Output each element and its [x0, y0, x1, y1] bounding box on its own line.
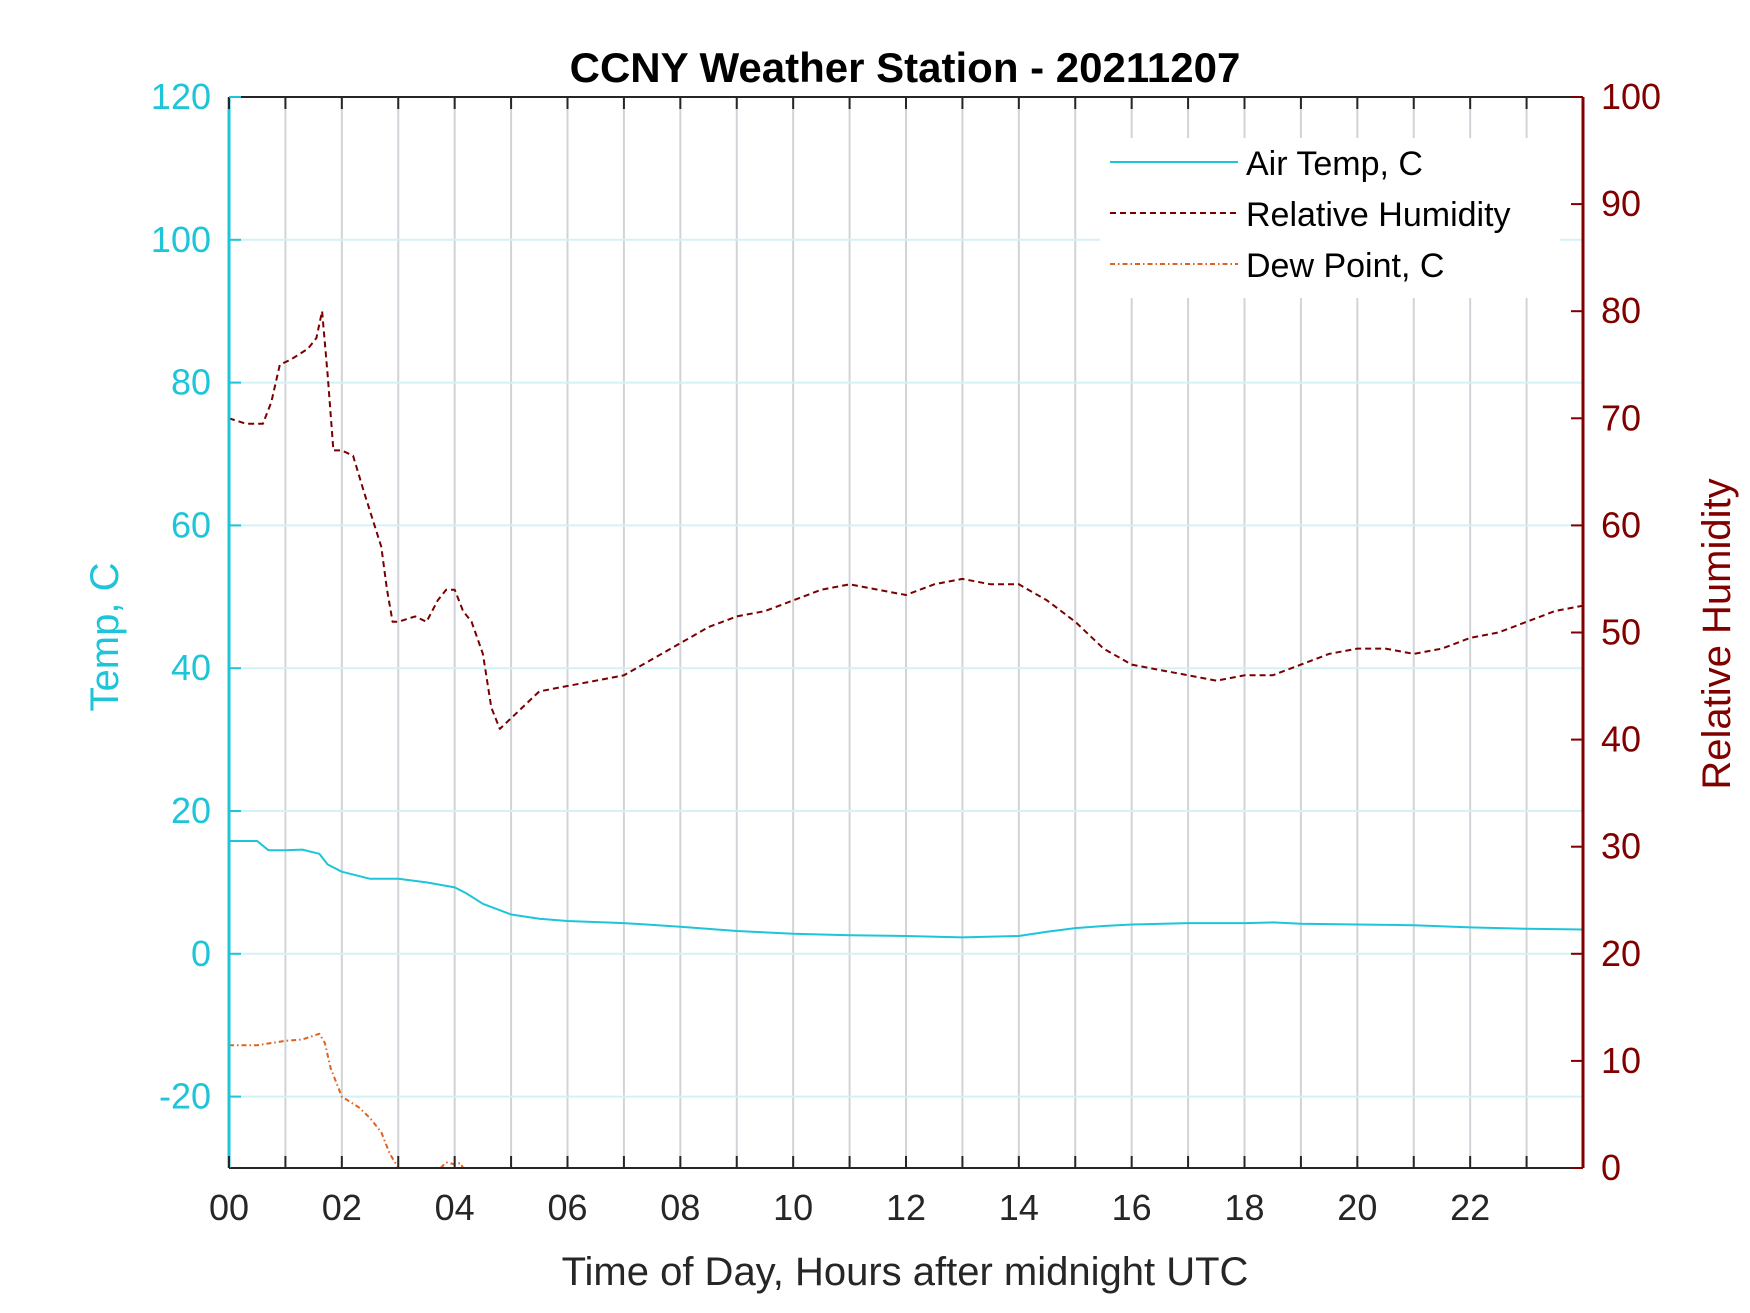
x-tick-label: 00	[209, 1187, 249, 1228]
right-y-tick-label: 30	[1601, 826, 1641, 867]
right-y-tick-label: 50	[1601, 612, 1641, 653]
right-y-tick-label: 80	[1601, 290, 1641, 331]
right-y-tick-label: 0	[1601, 1147, 1621, 1188]
left-y-tick-label: 60	[171, 504, 211, 545]
right-y-tick-label: 90	[1601, 183, 1641, 224]
left-y-tick-label: 120	[151, 76, 211, 117]
x-tick-label: 02	[322, 1187, 362, 1228]
series-line-air-temp	[229, 840, 1584, 939]
right-y-tick-label: 20	[1601, 933, 1641, 974]
x-tick-label: 16	[1112, 1187, 1152, 1228]
right-y-tick-label: 10	[1601, 1040, 1641, 1081]
axes: 00 02 04 06 08 10 12 14 16 18 20 22-200204060801001…	[151, 76, 1661, 1228]
left-y-tick-label: 20	[171, 790, 211, 831]
legend-box	[1100, 138, 1560, 298]
x-tick-label: 18	[1224, 1187, 1264, 1228]
left-y-tick-label: 0	[191, 933, 211, 974]
x-tick-label: 06	[547, 1187, 587, 1228]
right-y-tick-label: 100	[1601, 76, 1661, 117]
left-y-tick-label: 100	[151, 219, 211, 260]
left-y-tick-label: -20	[159, 1076, 211, 1117]
chart-title: CCNY Weather Station - 20211207	[570, 44, 1241, 91]
x-tick-label: 08	[660, 1187, 700, 1228]
right-y-axis-label: Relative Humidity	[1695, 478, 1739, 789]
x-tick-label: 10	[773, 1187, 813, 1228]
left-y-axis-label: Temp, C	[83, 563, 127, 712]
right-y-tick-label: 40	[1601, 719, 1641, 760]
legend-label-relative-humidity: Relative Humidity	[1246, 196, 1511, 234]
left-y-tick-label: 40	[171, 647, 211, 688]
x-tick-label: 20	[1337, 1187, 1377, 1228]
left-y-tick-label: 80	[171, 362, 211, 403]
right-y-tick-label: 60	[1601, 504, 1641, 545]
x-tick-label: 22	[1450, 1187, 1490, 1228]
x-tick-label: 04	[435, 1187, 475, 1228]
x-tick-label: 14	[999, 1187, 1039, 1228]
legend: Air Temp, C Relative Humidity Dew Point,…	[1100, 138, 1560, 298]
legend-label-dew-point: Dew Point, C	[1246, 247, 1444, 285]
right-y-tick-label: 70	[1601, 397, 1641, 438]
series-line-relative-humidity	[228, 310, 1584, 730]
grid-lines	[229, 97, 1583, 1168]
x-tick-label: 12	[886, 1187, 926, 1228]
legend-label-air-temp: Air Temp, C	[1246, 145, 1423, 183]
x-axis-label: Time of Day, Hours after midnight UTC	[562, 1250, 1249, 1294]
